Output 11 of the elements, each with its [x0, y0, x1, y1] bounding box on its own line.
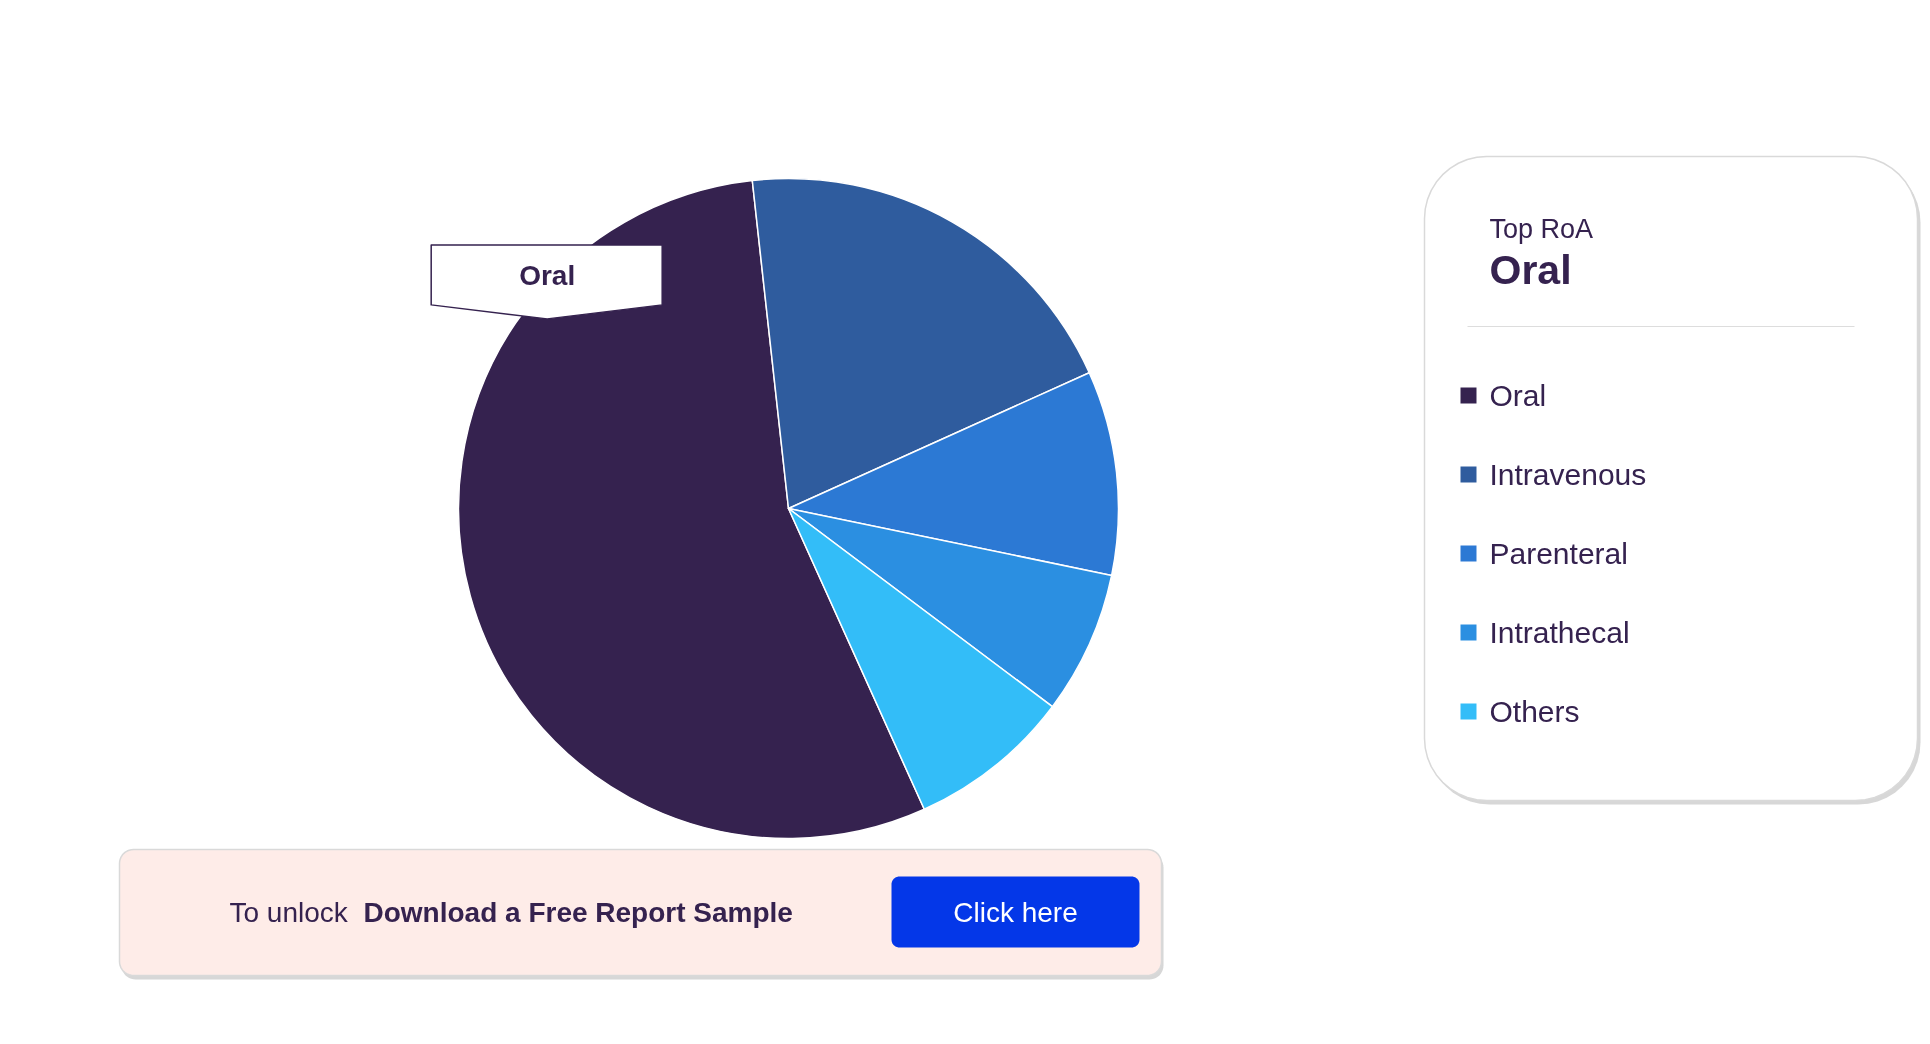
text: Oral — [1489, 246, 1572, 293]
text: Click here — [953, 897, 1078, 928]
text: Download a Free Report Sample — [363, 897, 793, 928]
text: Top RoA — [1489, 213, 1594, 244]
text: Oral — [519, 260, 576, 292]
legend-label: Oral — [1489, 379, 1547, 412]
legend-label: Intrathecal — [1489, 616, 1630, 649]
legend-label: Others — [1489, 695, 1580, 728]
text: To unlock — [229, 897, 349, 928]
legend-label: Intravenous — [1489, 458, 1647, 491]
legend-label: Parenteral — [1489, 537, 1628, 570]
